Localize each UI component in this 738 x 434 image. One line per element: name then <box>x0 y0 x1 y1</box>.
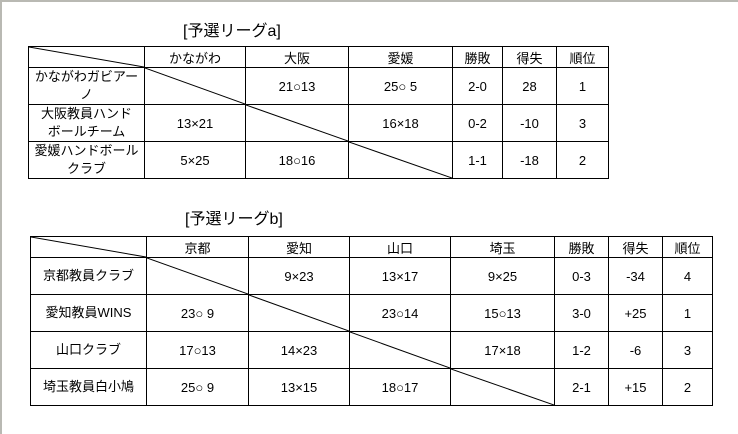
team-name-cell: 埼玉教員白小鳩 <box>30 368 147 406</box>
winloss-cell: 0-3 <box>554 257 609 295</box>
diagonal-line-icon <box>147 258 248 294</box>
score-cell: 18○16 <box>245 141 349 179</box>
table-row: 埼玉教員白小鳩 25○ 9 13×15 18○17 2-1 +15 2 <box>30 368 713 406</box>
column-header-saitama: 埼玉 <box>450 236 555 258</box>
self-match-cell <box>144 67 246 105</box>
table-row: 山口クラブ 17○13 14×23 17×18 1-2 -6 3 <box>30 331 713 369</box>
score-cell: 16×18 <box>348 104 453 142</box>
score-cell: 23○14 <box>349 294 451 332</box>
score-cell: 13×21 <box>144 104 246 142</box>
self-match-cell <box>348 141 453 179</box>
goaldiff-cell: -6 <box>608 331 663 369</box>
team-name-cell: かながわガビアーノ <box>28 67 145 105</box>
table-row: 愛媛ハンドボールクラブ 5×25 18○16 1-1 -18 2 <box>28 141 609 179</box>
score-cell: 21○13 <box>245 67 349 105</box>
rank-cell: 3 <box>662 331 713 369</box>
self-match-cell <box>349 331 451 369</box>
team-name-cell: 大阪教員ハンドボールチーム <box>28 104 145 142</box>
rank-cell: 4 <box>662 257 713 295</box>
diagonal-line-icon <box>350 332 450 368</box>
score-cell: 9×25 <box>450 257 555 295</box>
column-header-aichi: 愛知 <box>248 236 350 258</box>
score-cell: 25○ 5 <box>348 67 453 105</box>
rank-cell: 2 <box>556 141 609 179</box>
diagonal-line-icon <box>31 237 146 257</box>
diagonal-line-icon <box>349 142 452 178</box>
self-match-cell <box>245 104 349 142</box>
self-match-cell <box>146 257 249 295</box>
self-match-cell <box>450 368 555 406</box>
table-row: 大阪教員ハンドボールチーム 13×21 16×18 0-2 -10 3 <box>28 104 609 142</box>
winloss-cell: 1-2 <box>554 331 609 369</box>
league-a-title: [予選リーグa] <box>183 23 281 40</box>
score-cell: 9×23 <box>248 257 350 295</box>
score-cell: 5×25 <box>144 141 246 179</box>
diagonal-line-icon <box>451 369 554 405</box>
score-cell: 13×15 <box>248 368 350 406</box>
winloss-cell: 3-0 <box>554 294 609 332</box>
goaldiff-cell: -34 <box>608 257 663 295</box>
winloss-cell: 1-1 <box>452 141 503 179</box>
rank-cell: 3 <box>556 104 609 142</box>
goaldiff-cell: -10 <box>502 104 557 142</box>
table-row: かながわガビアーノ 21○13 25○ 5 2-0 28 1 <box>28 67 609 105</box>
table-row: 京都教員クラブ 9×23 13×17 9×25 0-3 -34 4 <box>30 257 713 295</box>
team-name-cell: 京都教員クラブ <box>30 257 147 295</box>
diagonal-line-icon <box>249 295 349 331</box>
team-name-cell: 愛媛ハンドボールクラブ <box>28 141 145 179</box>
team-name-cell: 愛知教員WINS <box>30 294 147 332</box>
goaldiff-cell: -18 <box>502 141 557 179</box>
column-header-kanagawa: かながわ <box>144 46 246 68</box>
rank-cell: 1 <box>556 67 609 105</box>
column-header-goaldiff: 得失 <box>608 236 663 258</box>
column-header-osaka: 大阪 <box>245 46 349 68</box>
score-cell: 15○13 <box>450 294 555 332</box>
goaldiff-cell: 28 <box>502 67 557 105</box>
column-header-yamaguchi: 山口 <box>349 236 451 258</box>
goaldiff-cell: +25 <box>608 294 663 332</box>
column-header-kyoto: 京都 <box>146 236 249 258</box>
league-b-title: [予選リーグb] <box>185 211 283 228</box>
corner-cell <box>30 236 147 258</box>
header-row: かながわ 大阪 愛媛 勝敗 得失 順位 <box>28 46 609 68</box>
rank-cell: 2 <box>662 368 713 406</box>
rank-cell: 1 <box>662 294 713 332</box>
league-a-table: かながわ 大阪 愛媛 勝敗 得失 順位 かながわガビアーノ 21○13 25○ … <box>28 46 609 179</box>
score-cell: 18○17 <box>349 368 451 406</box>
score-cell: 25○ 9 <box>146 368 249 406</box>
corner-cell <box>28 46 145 68</box>
table-row: 愛知教員WINS 23○ 9 23○14 15○13 3-0 +25 1 <box>30 294 713 332</box>
score-cell: 23○ 9 <box>146 294 249 332</box>
winloss-cell: 2-0 <box>452 67 503 105</box>
winloss-cell: 2-1 <box>554 368 609 406</box>
score-cell: 14×23 <box>248 331 350 369</box>
self-match-cell <box>248 294 350 332</box>
winloss-cell: 0-2 <box>452 104 503 142</box>
league-b-table: 京都 愛知 山口 埼玉 勝敗 得失 順位 京都教員クラブ 9×23 13×17 … <box>30 236 713 406</box>
column-header-winloss: 勝敗 <box>554 236 609 258</box>
score-cell: 17×18 <box>450 331 555 369</box>
goaldiff-cell: +15 <box>608 368 663 406</box>
column-header-rank: 順位 <box>662 236 713 258</box>
column-header-goaldiff: 得失 <box>502 46 557 68</box>
diagonal-line-icon <box>246 105 348 141</box>
diagonal-line-icon <box>145 68 245 104</box>
column-header-winloss: 勝敗 <box>452 46 503 68</box>
score-cell: 17○13 <box>146 331 249 369</box>
score-cell: 13×17 <box>349 257 451 295</box>
diagonal-line-icon <box>29 47 144 67</box>
header-row: 京都 愛知 山口 埼玉 勝敗 得失 順位 <box>30 236 713 258</box>
team-name-cell: 山口クラブ <box>30 331 147 369</box>
column-header-ehime: 愛媛 <box>348 46 453 68</box>
column-header-rank: 順位 <box>556 46 609 68</box>
